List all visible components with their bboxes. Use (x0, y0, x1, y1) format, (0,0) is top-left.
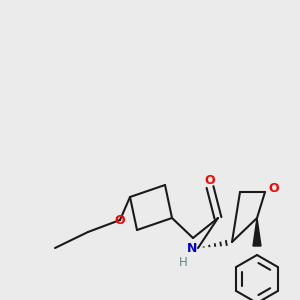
Text: H: H (178, 256, 188, 269)
Text: O: O (115, 214, 125, 226)
Polygon shape (253, 218, 261, 246)
Text: N: N (187, 242, 197, 254)
Text: O: O (205, 175, 215, 188)
Text: O: O (269, 182, 279, 194)
